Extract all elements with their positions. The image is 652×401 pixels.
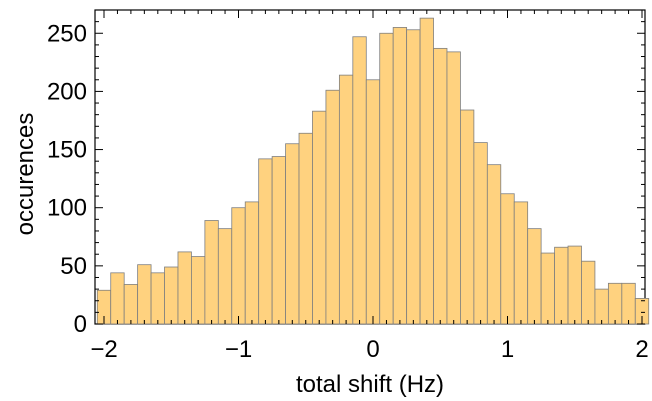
histogram-bar bbox=[406, 29, 421, 325]
x-tick-label: −2 bbox=[90, 336, 117, 363]
y-tick-label: 50 bbox=[60, 253, 87, 280]
histogram-bar bbox=[258, 158, 273, 325]
histogram-bar bbox=[352, 36, 367, 325]
histogram-bar bbox=[433, 47, 448, 325]
histogram-bar bbox=[164, 266, 179, 325]
y-tick-label: 250 bbox=[47, 20, 87, 47]
histogram-bar bbox=[446, 51, 461, 325]
histogram-bar bbox=[285, 143, 300, 325]
histogram-bar bbox=[191, 256, 206, 325]
histogram-bar bbox=[540, 252, 555, 325]
histogram-bar bbox=[298, 132, 313, 325]
x-tick-label: 1 bbox=[501, 336, 514, 363]
y-tick-label: 0 bbox=[74, 311, 87, 338]
histogram-bar bbox=[217, 228, 233, 325]
histogram-bar bbox=[325, 89, 340, 325]
y-tick-label: 150 bbox=[47, 137, 87, 164]
histogram-bar bbox=[204, 220, 219, 325]
histogram-bar bbox=[513, 201, 529, 325]
histogram-bar bbox=[554, 246, 569, 325]
histogram-bar bbox=[607, 282, 623, 325]
histogram-bar bbox=[486, 164, 502, 325]
histogram-bar bbox=[244, 201, 260, 325]
histogram-bar bbox=[365, 79, 381, 325]
bars-group bbox=[96, 17, 650, 325]
y-axis-label: occurences bbox=[12, 113, 39, 236]
histogram-bar bbox=[621, 282, 636, 325]
x-tick-label: 0 bbox=[366, 336, 379, 363]
histogram-bar bbox=[594, 288, 609, 325]
histogram-bar bbox=[137, 264, 152, 325]
histogram-bar bbox=[567, 245, 582, 325]
histogram-bar bbox=[460, 109, 475, 325]
histogram-bar bbox=[271, 156, 286, 325]
histogram-bar bbox=[150, 272, 165, 325]
histogram-bar bbox=[527, 228, 542, 325]
histogram-bar bbox=[473, 142, 488, 325]
x-axis-label: total shift (Hz) bbox=[296, 371, 444, 398]
histogram-bar bbox=[500, 193, 515, 325]
y-tick-label: 100 bbox=[47, 195, 87, 222]
histogram-bar bbox=[177, 251, 192, 325]
x-tick-label: −1 bbox=[225, 336, 252, 363]
y-tick-label: 200 bbox=[47, 78, 87, 105]
histogram-bar bbox=[419, 17, 434, 325]
histogram-bar bbox=[581, 260, 596, 325]
x-axis-ticks: −2 −1 0 1 2 bbox=[90, 10, 649, 363]
histogram-bar bbox=[312, 110, 327, 325]
histogram-bar bbox=[110, 272, 125, 325]
histogram-bar bbox=[338, 74, 354, 325]
histogram-bar bbox=[379, 32, 394, 325]
histogram-bar bbox=[123, 284, 139, 325]
histogram-bar bbox=[392, 27, 408, 325]
x-tick-label: 2 bbox=[635, 336, 648, 363]
histogram-bar bbox=[231, 207, 246, 325]
y-axis-ticks: 0 50 100 150 200 250 bbox=[47, 20, 645, 338]
